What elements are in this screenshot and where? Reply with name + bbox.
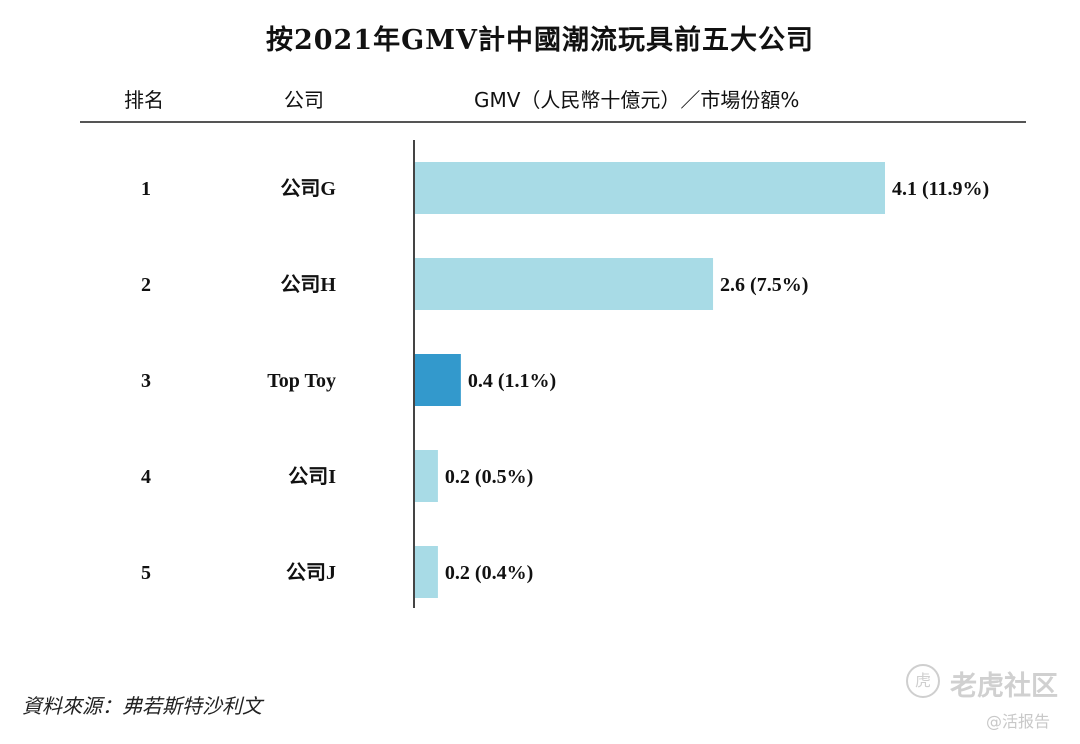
bar	[415, 354, 461, 406]
tiger-logo-icon: 虎	[906, 664, 940, 698]
rank-label: 2	[141, 274, 151, 296]
watermark-sub: @活报告	[986, 712, 1051, 731]
rank-label: 3	[141, 370, 151, 392]
header-rank: 排名	[124, 88, 164, 112]
header-gmv: GMV（人民幣十億元）／市場份額%	[474, 88, 800, 112]
value-label: 4.1 (11.9%)	[892, 178, 989, 200]
company-label: 公司I	[288, 465, 336, 488]
value-label: 0.4 (1.1%)	[468, 370, 556, 392]
watermark-brand: 老虎社区	[950, 671, 1058, 702]
bar	[415, 162, 885, 214]
company-label: Top Toy	[267, 370, 336, 392]
value-label: 0.2 (0.5%)	[445, 466, 533, 488]
bar	[415, 258, 714, 310]
company-label: 公司H	[280, 273, 336, 296]
company-label: 公司G	[280, 177, 336, 200]
bar	[415, 450, 438, 502]
rank-label: 5	[141, 562, 151, 584]
chart-title: 按2021年GMV計中國潮流玩具前五大公司	[265, 25, 815, 56]
rank-label: 4	[141, 466, 151, 488]
bar	[415, 546, 438, 598]
value-label: 2.6 (7.5%)	[720, 274, 808, 296]
source-note: 資料來源：弗若斯特沙利文	[22, 694, 262, 718]
company-label: 公司J	[286, 561, 336, 584]
value-label: 0.2 (0.4%)	[445, 562, 533, 584]
header-rule	[80, 121, 1026, 123]
rank-label: 1	[141, 178, 151, 200]
header-company: 公司	[284, 88, 324, 112]
